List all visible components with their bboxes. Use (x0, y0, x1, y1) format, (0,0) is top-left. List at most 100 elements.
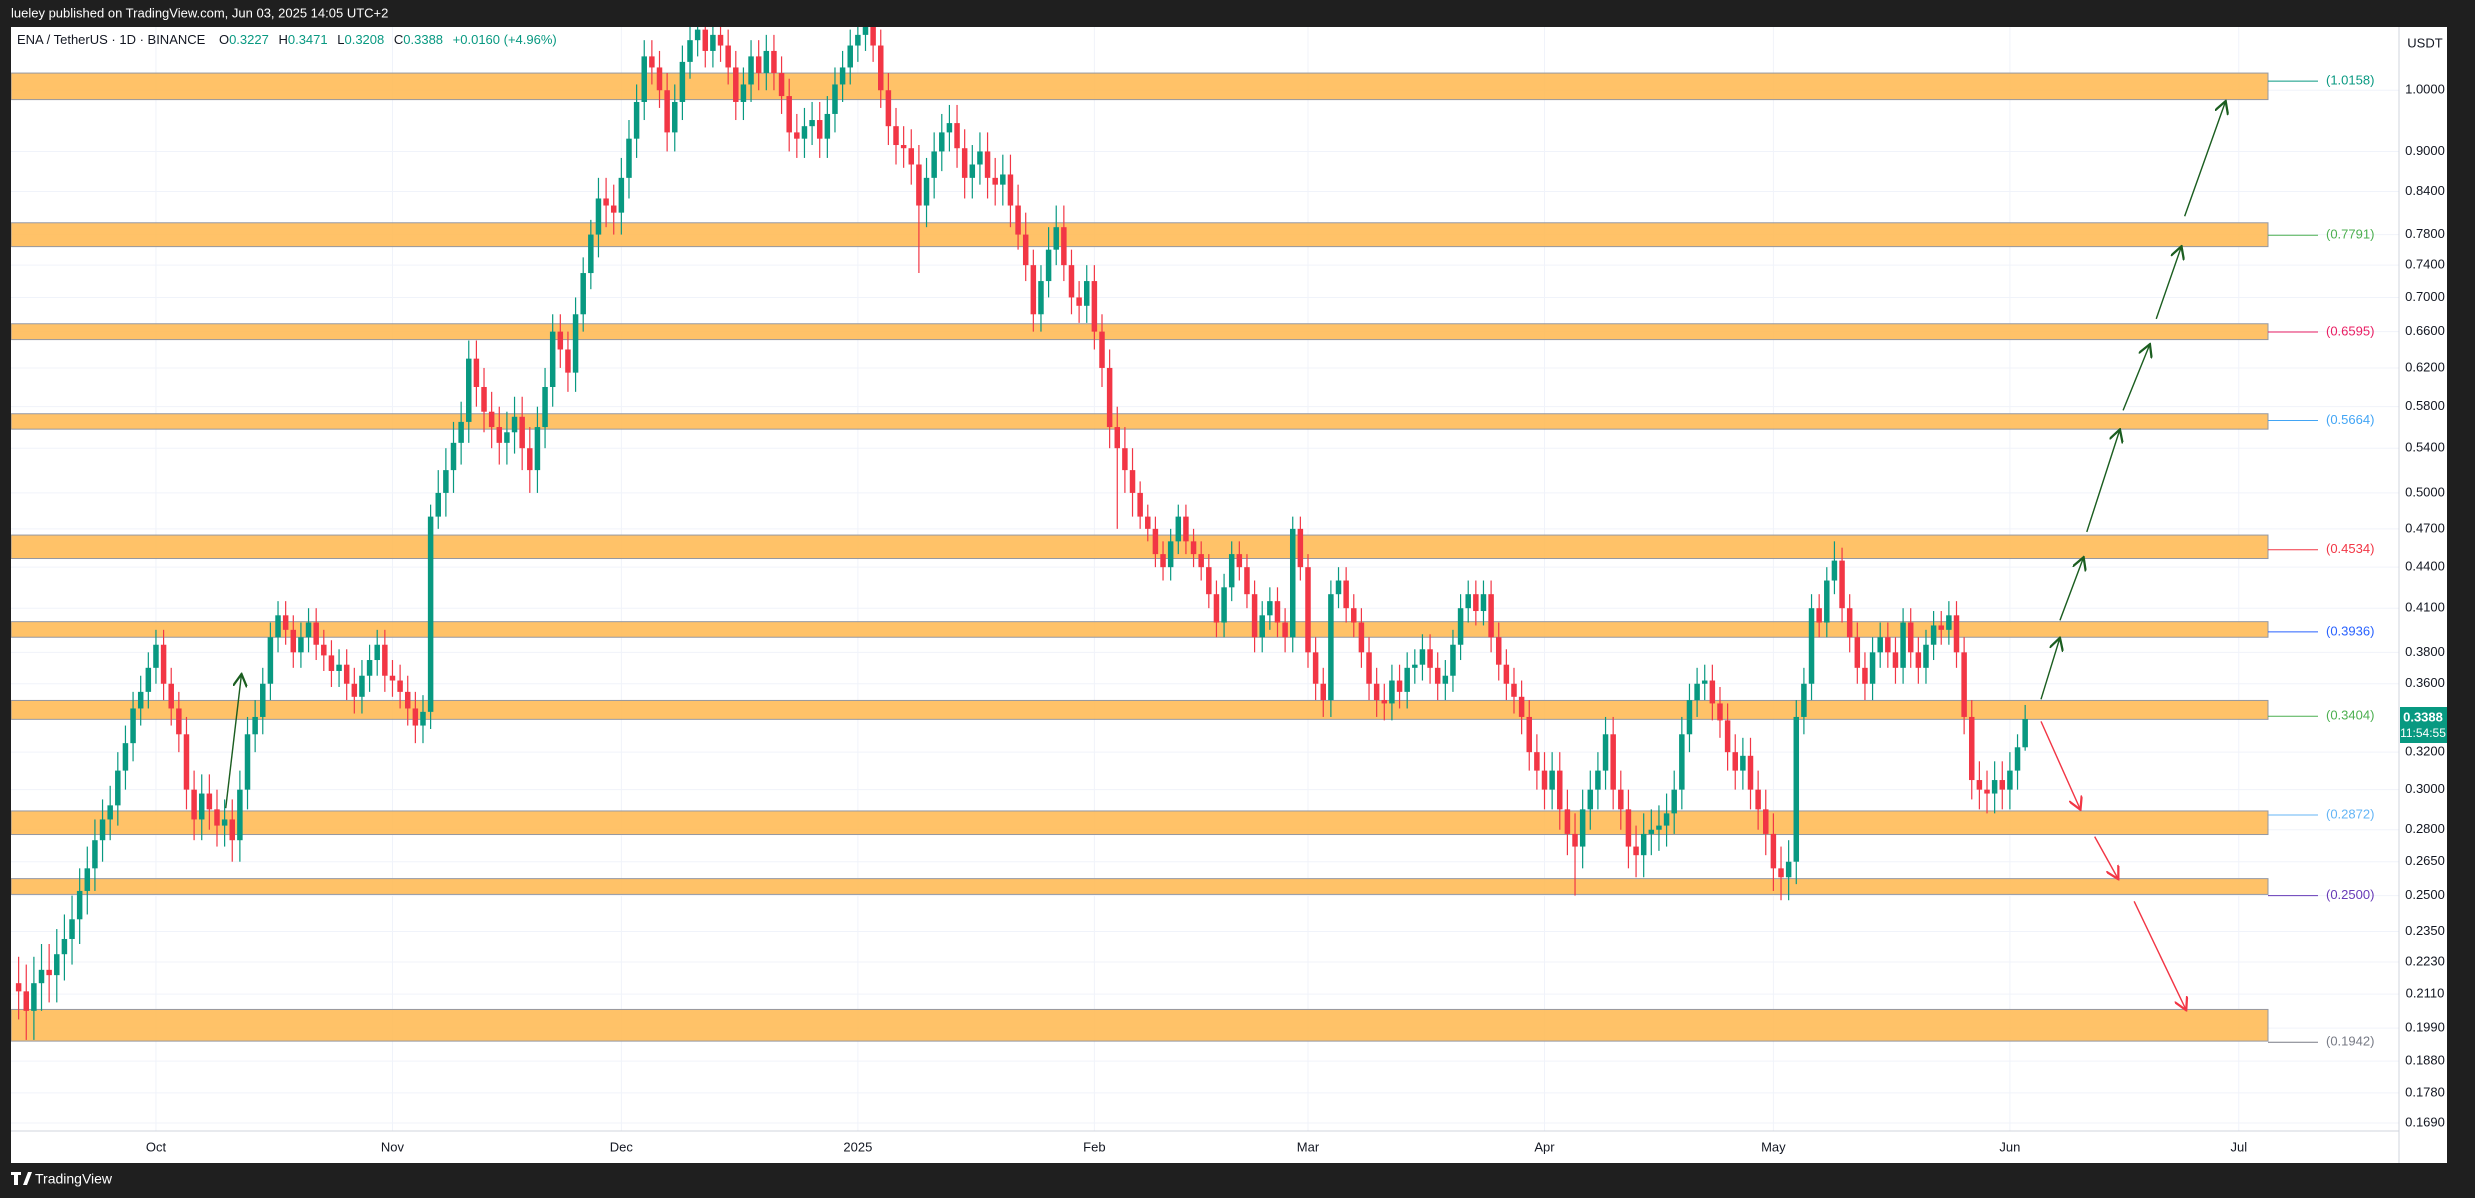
candle-body (1427, 649, 1433, 668)
candle-body (1038, 281, 1044, 315)
candle-body (1770, 833, 1777, 869)
candle-body (466, 358, 472, 422)
candle-body (1717, 703, 1723, 721)
candle-body (366, 660, 373, 676)
candle-body (1549, 770, 1555, 790)
candle-body (1236, 554, 1243, 568)
candle-body (1785, 861, 1792, 878)
candle-body (687, 40, 693, 62)
zone (11, 699, 2269, 720)
candle-body (214, 809, 220, 826)
candle-body (290, 629, 297, 653)
candle-body (69, 919, 75, 939)
x-tick-label: Nov (381, 1139, 405, 1154)
zone (11, 413, 2269, 430)
candle-body (1969, 716, 1975, 781)
candle-body (1083, 281, 1090, 306)
y-tick-label: 0.2500 (2405, 887, 2445, 902)
candle-body (679, 61, 686, 102)
candle-body (1946, 615, 1952, 630)
y-tick-label: 0.9000 (2405, 143, 2445, 158)
candle-body (1846, 608, 1853, 638)
candle-body (252, 716, 258, 735)
candle-body (2007, 770, 2013, 790)
candle-body (1389, 680, 1395, 704)
arrow (2183, 101, 2226, 217)
candle-body (435, 492, 441, 517)
candle-body (267, 637, 274, 684)
candle-body (404, 691, 411, 709)
candle-body (31, 983, 37, 1011)
candle-body (878, 45, 884, 91)
candles (15, 27, 2028, 1040)
candle-body (1831, 560, 1838, 581)
candle-body (1732, 752, 1738, 771)
candle-body (1000, 174, 1006, 185)
candle-body (1175, 516, 1182, 542)
candle-body (1137, 492, 1143, 517)
candle-body (1114, 427, 1121, 449)
candle-body (1450, 644, 1456, 676)
candle-body (1587, 789, 1594, 810)
candle-body (893, 126, 899, 146)
candle-body (572, 314, 579, 373)
candle-body (1183, 516, 1189, 542)
candle-body (1228, 554, 1235, 588)
candle-body (1061, 227, 1067, 266)
candle-body (1091, 281, 1098, 332)
candle-body (1701, 680, 1708, 684)
candle-body (862, 27, 869, 35)
y-tick-label: 0.8400 (2405, 183, 2445, 198)
candle-body (1778, 868, 1784, 878)
candle-body (1564, 809, 1571, 834)
candle-body (496, 427, 503, 443)
candle-body (1152, 528, 1159, 555)
y-tick-label: 0.1880 (2405, 1053, 2445, 1068)
candle-body (1335, 580, 1342, 595)
x-tick-label: Oct (146, 1139, 167, 1154)
candle-body (946, 123, 953, 133)
candle-body (130, 708, 136, 744)
candle-body (1373, 683, 1380, 701)
y-tick-label: 0.7000 (2405, 289, 2445, 304)
candle-body (664, 90, 670, 133)
zone (11, 72, 2269, 101)
candle-body (542, 386, 548, 428)
axes: 1.0000 0.9000 0.8400 0.7800 0.7400 0.7000 0.66… (146, 82, 2445, 1155)
x-tick-label: Feb (1083, 1139, 1105, 1154)
candle-body (1289, 528, 1296, 638)
candle-body (1282, 622, 1288, 638)
candle-body (588, 234, 594, 274)
candle-body (794, 132, 800, 139)
candle-body (1602, 734, 1609, 771)
candle-body (633, 101, 640, 139)
y-tick-label: 1.0000 (2405, 82, 2445, 97)
candle-body (481, 386, 487, 412)
candle-body (725, 45, 731, 68)
candle-body (1930, 625, 1937, 645)
level-label: (0.3404) (2326, 708, 2374, 723)
candle-body (580, 273, 586, 315)
candle-body (38, 969, 45, 984)
candle-body (1160, 554, 1166, 568)
candle-body (1534, 752, 1540, 771)
candle-body (961, 148, 968, 178)
y-tick-label: 0.3800 (2405, 644, 2445, 659)
candle-body (801, 126, 808, 139)
arrow (2133, 901, 2186, 1010)
candle-body (1869, 652, 1876, 684)
zone (11, 534, 2269, 560)
price-tag-countdown: 11:54:55 (2400, 726, 2446, 740)
candle-body (1961, 652, 1967, 717)
candle-body (1442, 675, 1449, 684)
candle-body (557, 331, 564, 350)
candle-body (450, 442, 457, 471)
candle-body (1381, 700, 1388, 704)
candle-body (1305, 567, 1311, 653)
candle-body (519, 416, 525, 449)
candle-body (1129, 470, 1136, 493)
candle-body (939, 132, 945, 152)
candle-body (763, 50, 770, 74)
candle-body (1900, 622, 1906, 668)
